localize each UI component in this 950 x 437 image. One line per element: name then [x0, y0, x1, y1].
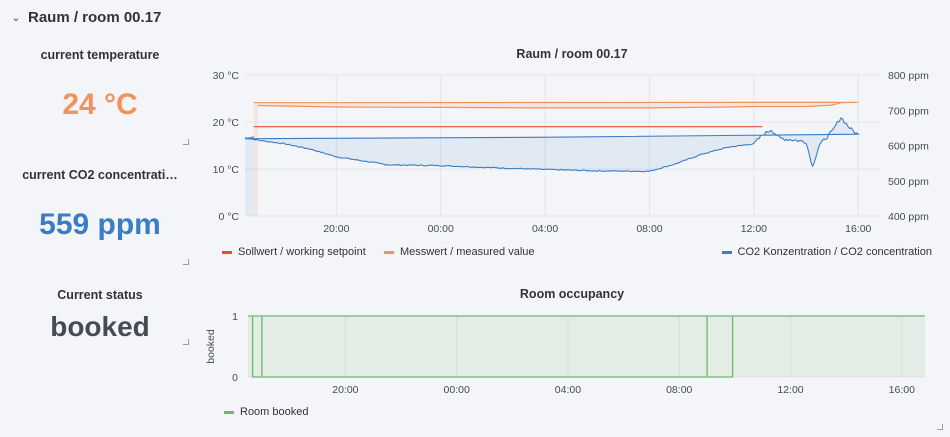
legend-label-room-booked: Room booked: [240, 406, 309, 418]
co2-stat-title: current CO2 concentrati…: [22, 168, 178, 182]
x-tick-label: 00:00: [444, 384, 470, 396]
row-title: Raum / room 00.17: [28, 8, 162, 26]
room-climate-chart-title: Raum / room 00.17: [516, 47, 628, 61]
legend-swatch-measured: [384, 250, 394, 254]
legend-item-co2[interactable]: CO2 Konzentration / CO2 concentration: [721, 246, 932, 258]
legend-swatch-co2: [721, 250, 732, 254]
y-left-tick-label: 10 °C: [213, 164, 240, 176]
x-tick-label: 16:00: [845, 223, 871, 235]
co2-stat-value: 559 ppm: [39, 208, 161, 241]
x-tick-label: 16:00: [889, 384, 915, 396]
x-tick-label: 08:00: [666, 384, 692, 396]
x-tick-label: 20:00: [332, 384, 358, 396]
x-tick-label: 04:00: [555, 384, 581, 396]
y-left-tick-label: 20 °C: [213, 117, 240, 129]
legend-item-measured[interactable]: Messwert / measured value: [384, 246, 535, 258]
status-stat-value: booked: [50, 311, 150, 342]
legend-label-setpoint: Sollwert / working setpoint: [238, 246, 366, 258]
room-climate-chart-panel: Raum / room 00.17 0 °C 10 °C 20 °C 30 °C 400…: [198, 38, 946, 270]
y-left-tick-label: 30 °C: [213, 70, 240, 82]
row-header[interactable]: ⌄ Raum / room 00.17: [10, 6, 161, 28]
legend-label-measured: Messwert / measured value: [400, 246, 535, 258]
room-climate-chart[interactable]: 0 °C 10 °C 20 °C 30 °C 400 ppm 500 ppm 600 ppm…: [198, 66, 946, 266]
co2-series-line: [244, 117, 860, 173]
measured-series-line: [253, 101, 859, 109]
resize-handle[interactable]: [183, 339, 189, 345]
x-tick-label: 12:00: [741, 223, 767, 235]
y-tick-label: 1: [232, 311, 238, 323]
y-right-tick-label: 500 ppm: [888, 176, 929, 188]
x-tick-label: 20:00: [323, 223, 349, 235]
temperature-stat-title: current temperature: [40, 48, 160, 62]
resize-handle[interactable]: [183, 259, 189, 265]
y-right-tick-label: 800 ppm: [888, 70, 929, 82]
room-occupancy-chart[interactable]: 0 1 20:00 00:00 04:00 08:00 12:00 16:00 booked: [198, 304, 946, 404]
x-tick-label: 04:00: [532, 223, 558, 235]
x-tick-label: 08:00: [636, 223, 662, 235]
y-axis-label: booked: [205, 329, 217, 364]
status-stat-panel: Current status booked: [8, 278, 192, 348]
legend-item-setpoint[interactable]: Sollwert / working setpoint: [222, 246, 366, 258]
y-right-tick-label: 700 ppm: [888, 105, 929, 117]
y-right-tick-label: 600 ppm: [888, 141, 929, 153]
y-right-tick-label: 400 ppm: [888, 211, 929, 223]
legend-swatch-room-booked: [224, 410, 234, 414]
room-booked-area: [248, 316, 925, 377]
legend-item-room-booked[interactable]: Room booked: [224, 406, 309, 418]
co2-stat-panel: current CO2 concentrati… 559 ppm: [8, 158, 192, 268]
co2-area: [245, 118, 859, 216]
legend-label-co2: CO2 Konzentration / CO2 concentration: [737, 246, 932, 258]
y-tick-label: 0: [232, 372, 238, 384]
room-occupancy-chart-panel: Room occupancy 0 1 20:00 00:00 04:00 08:00 12:…: [198, 278, 946, 433]
room-occupancy-chart-title: Room occupancy: [519, 287, 625, 301]
status-stat-title: Current status: [57, 288, 143, 302]
temperature-stat-value: 24 °C: [62, 88, 138, 121]
resize-handle[interactable]: [937, 424, 943, 430]
legend-swatch-setpoint: [222, 250, 232, 254]
resize-handle[interactable]: [183, 139, 189, 145]
x-tick-label: 12:00: [777, 384, 803, 396]
temperature-stat-panel: current temperature 24 °C: [8, 38, 192, 148]
y-left-tick-label: 0 °C: [218, 211, 239, 223]
room-booked-series-line: [248, 315, 925, 378]
chevron-down-icon[interactable]: ⌄: [11, 11, 21, 24]
x-tick-label: 00:00: [428, 223, 454, 235]
